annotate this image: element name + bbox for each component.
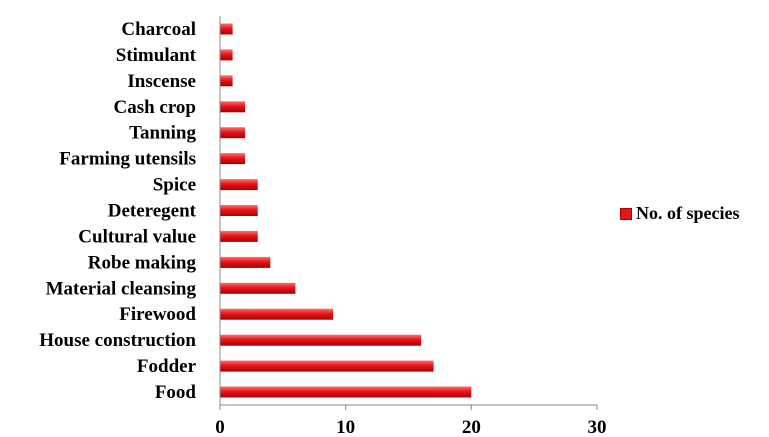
bar-food (220, 386, 472, 398)
bar-inscense (220, 75, 233, 87)
category-label: Food (155, 382, 197, 403)
x-tick-label: 0 (215, 417, 225, 437)
legend: No. of species (620, 203, 739, 224)
legend-swatch (620, 207, 632, 220)
category-label: Tanning (129, 123, 196, 144)
x-tick-label: 20 (462, 417, 481, 437)
category-label: Inscense (127, 71, 196, 92)
category-label: Robe making (88, 252, 197, 273)
x-axis: 0 10 20 30 (215, 16, 607, 437)
bar-cultural-value (220, 230, 258, 242)
category-label: Fodder (137, 356, 197, 377)
category-label: Farming utensils (59, 149, 196, 170)
bar-cash-crop (220, 101, 246, 113)
bar-farming-utensils (220, 153, 246, 165)
bar-firewood (220, 308, 334, 320)
category-label: Charcoal (121, 19, 196, 40)
bar-tanning (220, 127, 246, 139)
bar-stimulant (220, 49, 233, 61)
category-label: Cultural value (78, 226, 196, 247)
category-label: Cash crop (113, 97, 196, 118)
category-label: Firewood (119, 304, 196, 325)
category-label: Deteregent (108, 201, 197, 222)
x-tick-label: 30 (588, 417, 607, 437)
bars-layer (220, 23, 472, 398)
bar-house-construction (220, 334, 422, 346)
category-label: Material cleansing (46, 278, 197, 299)
bar-spice (220, 179, 258, 191)
category-label: Spice (153, 175, 196, 196)
category-label: House construction (39, 330, 196, 351)
bar-charcoal (220, 23, 233, 35)
x-tick-label: 10 (336, 417, 355, 437)
bar-robe-making (220, 256, 271, 268)
bar-deteregent (220, 205, 258, 216)
category-labels: Food Fodder House construction Firewood Mate… (39, 19, 196, 403)
legend-label: No. of species (636, 203, 740, 223)
bar-material-cleansing (220, 282, 296, 294)
category-label: Stimulant (116, 45, 197, 66)
bar-fodder (220, 360, 434, 372)
